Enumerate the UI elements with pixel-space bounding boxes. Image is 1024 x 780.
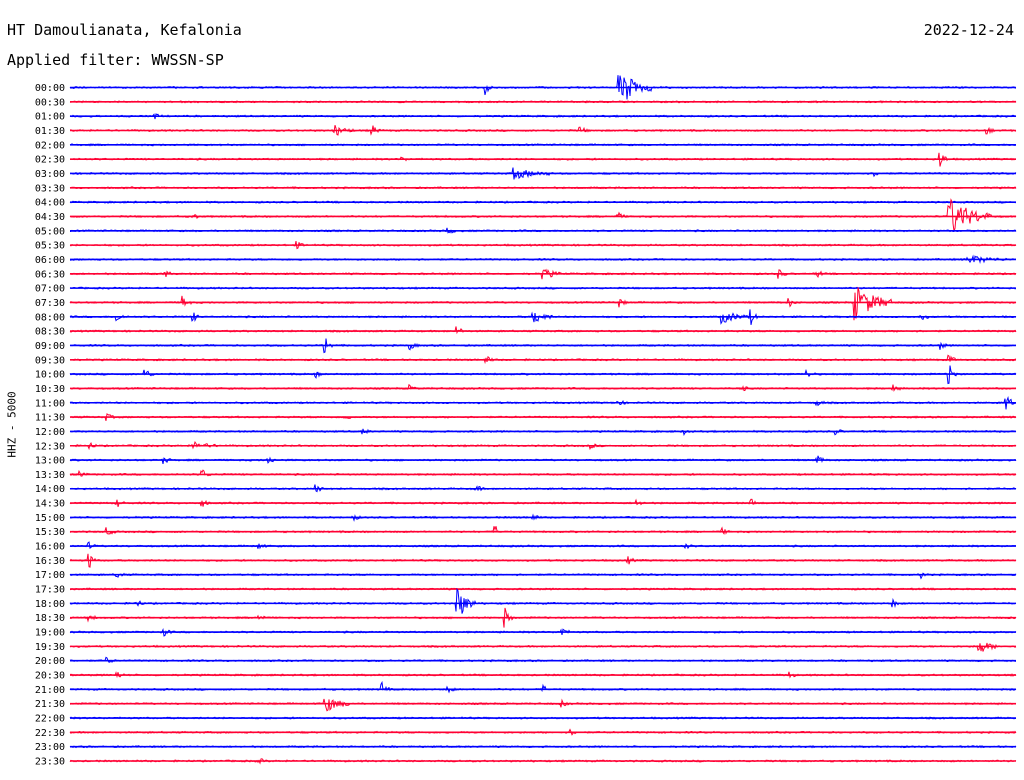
time-tick-label: 00:00 [35,83,65,94]
time-tick-label: 09:30 [35,355,65,366]
seismogram-trace-1800 [69,587,1017,614]
time-tick-label: 01:00 [35,112,65,123]
time-tick-label: 01:30 [35,126,65,137]
time-tick-label: 08:00 [35,312,65,323]
time-tick-label: 06:30 [35,269,65,280]
time-tick-label: 21:30 [35,699,65,710]
time-tick-label: 18:00 [35,599,65,610]
time-tick-label: 23:00 [35,742,65,753]
time-tick-label: 20:00 [35,656,65,667]
time-tick-label: 09:00 [35,341,65,352]
time-tick-label: 07:30 [35,298,65,309]
time-tick-label: 20:30 [35,671,65,682]
time-tick-label: 04:00 [35,198,65,209]
time-tick-label: 13:00 [35,456,65,467]
time-tick-label: 16:00 [35,542,65,553]
time-tick-label: 15:00 [35,513,65,524]
time-tick-label: 05:30 [35,241,65,252]
time-tick-label: 03:30 [35,183,65,194]
time-tick-label: 22:30 [35,728,65,739]
time-tick-label: 14:30 [35,499,65,510]
time-tick-label: 18:30 [35,613,65,624]
time-tick-label: 17:00 [35,570,65,581]
time-tick-label: 08:30 [35,327,65,338]
time-tick-label: 03:00 [35,169,65,180]
time-tick-label: 06:00 [35,255,65,266]
time-tick-label: 04:30 [35,212,65,223]
time-tick-label: 10:30 [35,384,65,395]
seismogram-trace-1030 [69,383,1017,392]
time-tick-label: 07:00 [35,284,65,295]
seismogram-trace-2130 [70,698,1017,712]
time-tick-label: 05:00 [35,226,65,237]
time-tick-label: 12:30 [35,441,65,452]
time-tick-label: 12:00 [35,427,65,438]
filter-label: Applied filter: WWSSN-SP [7,51,224,69]
seismogram-trace-1330 [69,469,1017,477]
time-tick-label: 22:00 [35,714,65,725]
time-tick-label: 19:00 [35,628,65,639]
time-tick-label: 14:00 [35,484,65,495]
station-title: HT Damoulianata, Kefalonia [7,21,242,39]
time-tick-label: 13:30 [35,470,65,481]
time-tick-label: 02:00 [35,140,65,151]
time-tick-label: 15:30 [35,527,65,538]
time-tick-label: 00:30 [35,97,65,108]
seismogram-trace-0430 [69,198,1017,232]
time-tick-label: 23:30 [35,757,65,768]
time-tick-label: 11:30 [35,413,65,424]
seismogram-trace-1530 [69,526,1017,535]
time-tick-label: 19:30 [35,642,65,653]
time-tick-label: 16:30 [35,556,65,567]
seismogram-trace-2100 [69,680,1017,694]
time-tick-label: 21:00 [35,685,65,696]
seismogram-trace-1100 [69,396,1017,410]
time-tick-label: 10:00 [35,370,65,381]
seismogram-trace-0730 [69,287,1017,321]
seismogram-trace-1930 [69,642,1017,652]
time-tick-label: 02:30 [35,155,65,166]
time-tick-label: 11:00 [35,398,65,409]
date-label: 2022-12-24 [923,21,1014,39]
seismogram-trace-0930 [69,354,1017,365]
time-tick-label: 17:30 [35,585,65,596]
